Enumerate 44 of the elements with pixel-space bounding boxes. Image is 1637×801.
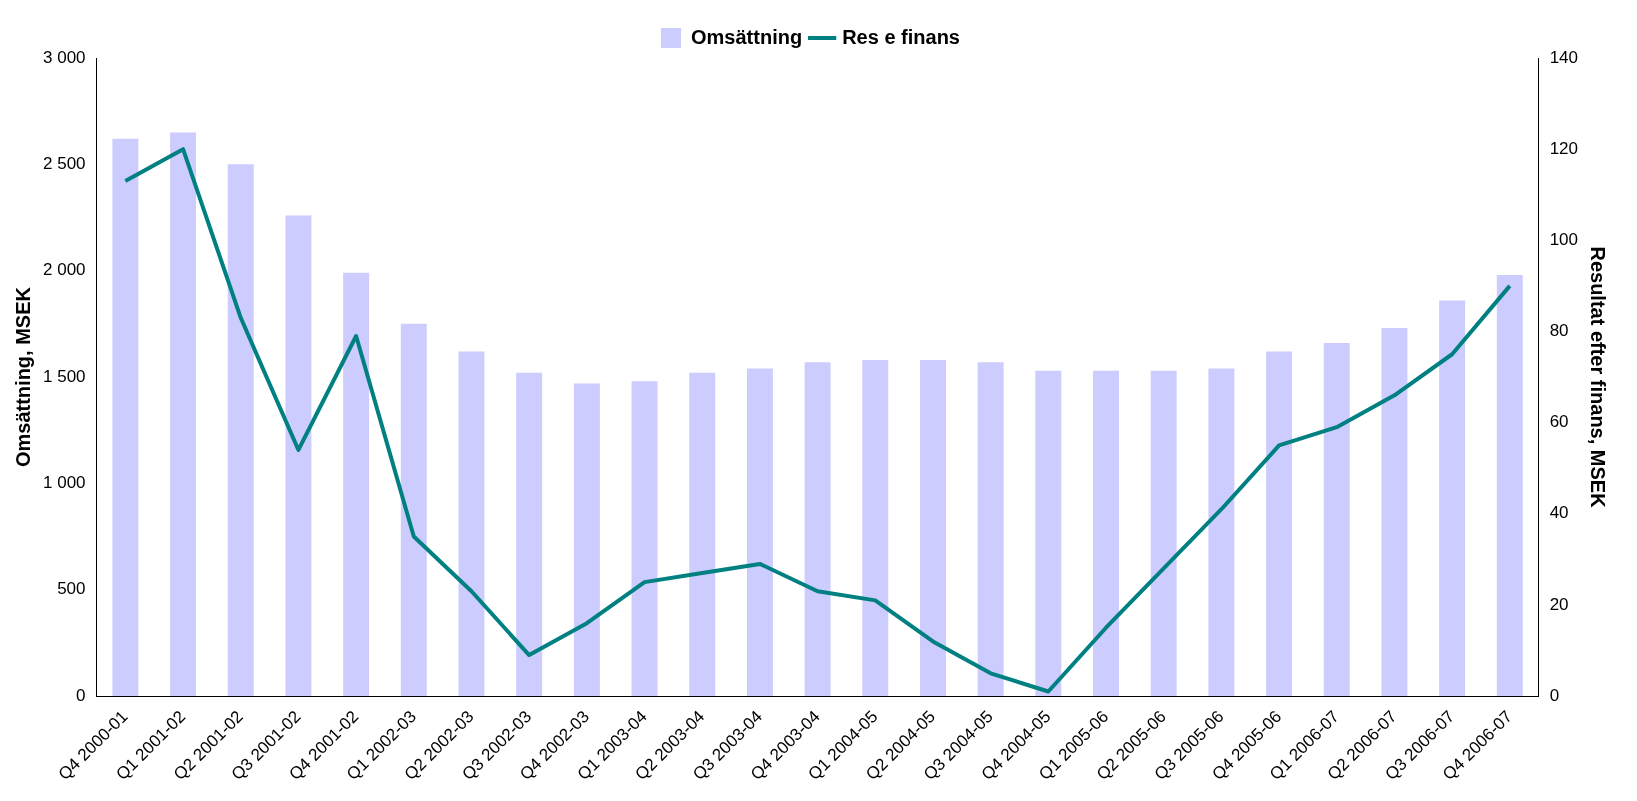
y2-tick-label: 140 bbox=[1549, 47, 1579, 67]
bar bbox=[285, 215, 312, 697]
bar bbox=[227, 164, 254, 697]
bar bbox=[1150, 370, 1177, 697]
legend-label: Res e finans bbox=[842, 25, 960, 48]
y2-tick-label: 80 bbox=[1549, 321, 1569, 341]
y-tick-label: 1 500 bbox=[42, 366, 86, 386]
y-axis-title: Omsättning, MSEK bbox=[11, 286, 34, 468]
bar bbox=[1208, 368, 1235, 697]
bar bbox=[1266, 351, 1293, 697]
legend-label: Omsättning bbox=[691, 25, 803, 48]
y-tick-label: 0 bbox=[76, 685, 86, 705]
y2-tick-label: 40 bbox=[1549, 503, 1569, 523]
bar bbox=[919, 360, 946, 697]
bar bbox=[170, 132, 197, 697]
bar bbox=[516, 372, 543, 697]
bar bbox=[804, 362, 831, 697]
bar bbox=[631, 381, 658, 697]
y-tick-label: 2 000 bbox=[42, 260, 86, 280]
y-tick-label: 3 000 bbox=[42, 47, 86, 67]
y-tick-label: 2 500 bbox=[42, 154, 86, 174]
y2-tick-label: 100 bbox=[1549, 230, 1579, 249]
bar bbox=[1496, 274, 1523, 697]
bar bbox=[1381, 328, 1408, 697]
y2-tick-label: 120 bbox=[1549, 138, 1579, 158]
y-tick-label: 500 bbox=[57, 579, 86, 599]
bar bbox=[1035, 370, 1062, 697]
y2-tick-label: 20 bbox=[1549, 594, 1569, 614]
bar bbox=[573, 383, 600, 697]
bar bbox=[1093, 370, 1119, 697]
bar bbox=[862, 360, 889, 697]
y2-tick-label: 60 bbox=[1549, 412, 1569, 432]
bar bbox=[977, 362, 1004, 697]
bar bbox=[1323, 343, 1350, 697]
bar bbox=[343, 272, 370, 697]
bar bbox=[458, 351, 485, 697]
bar bbox=[400, 323, 427, 697]
bar bbox=[112, 138, 139, 697]
bar bbox=[746, 368, 773, 697]
y2-axis-title: Resultat efter finans, MSEK bbox=[1587, 246, 1610, 509]
bar bbox=[1439, 300, 1466, 697]
y2-tick-label: 0 bbox=[1549, 685, 1560, 705]
y-tick-label: 1 000 bbox=[42, 473, 86, 493]
bar bbox=[689, 372, 716, 697]
